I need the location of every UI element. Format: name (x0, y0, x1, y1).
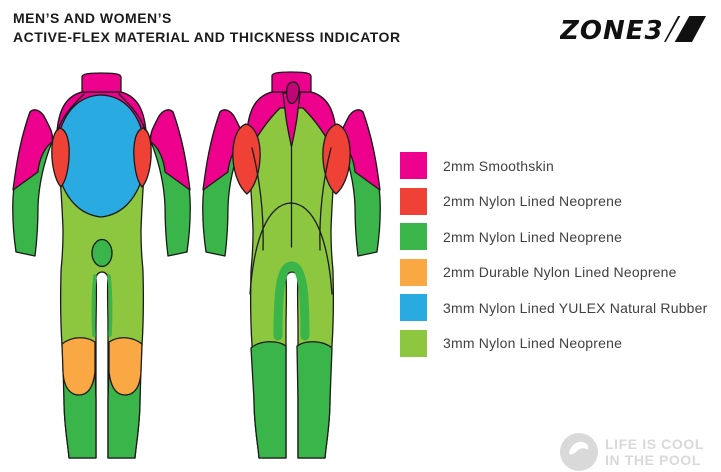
front-collar-panel (82, 73, 121, 92)
legend-swatch-green-neoprene (400, 223, 427, 250)
back-left-side-seam (252, 148, 263, 250)
back-left-shoulderblade-panel (233, 124, 260, 194)
legend-label: 3mm Nylon Lined Neoprene (443, 335, 623, 351)
legend-item: 2mm Durable Nylon Lined Neoprene (400, 258, 708, 286)
title-line-1: MEN’S AND WOMEN’S (13, 10, 172, 26)
front-left-raglan-seam (58, 94, 84, 130)
front-crotch-panel (92, 240, 112, 267)
front-right-innerthigh-trim (109, 276, 111, 335)
back-right-side-seam (320, 148, 331, 250)
legend-item: 3mm Nylon Lined YULEX Natural Rubber (400, 294, 708, 321)
front-chest-panel (57, 95, 145, 217)
wetsuit-front-diagram (10, 70, 194, 466)
legend-item: 3mm Nylon Lined Neoprene (400, 329, 708, 357)
pool-badge-icon (560, 433, 598, 471)
back-seat-seam (250, 203, 332, 294)
legend-item: 2mm Nylon Lined Neoprene (400, 187, 708, 215)
zone3-logo-text: ZONE3 (560, 16, 664, 46)
material-legend: 2mm Smoothskin 2mm Nylon Lined Neoprene … (400, 152, 708, 365)
legend-swatch-yulex (400, 294, 427, 321)
title-line-2: ACTIVE-FLEX MATERIAL AND THICKNESS INDIC… (13, 29, 401, 45)
legend-item: 2mm Smoothskin (400, 152, 708, 179)
footer-line-2: IN THE POOL (605, 452, 702, 468)
back-right-shoulderblade-panel (323, 124, 350, 194)
legend-swatch-red-neoprene (400, 187, 427, 215)
wetsuit-back-diagram (196, 70, 386, 466)
front-right-underarm-panel (134, 128, 151, 187)
zone3-logo: ZONE3 (560, 13, 706, 46)
front-right-raglan-seam (119, 94, 145, 130)
page-title: MEN’S AND WOMEN’S ACTIVE-FLEX MATERIAL A… (13, 9, 401, 47)
legend-label: 2mm Nylon Lined Neoprene (443, 228, 623, 245)
back-zipper-v-panel (283, 93, 300, 147)
front-right-knee-panel (109, 338, 142, 395)
back-zip-pull-icon (287, 82, 300, 103)
legend-swatch-3mm-neoprene (400, 329, 427, 357)
legend-label: 3mm Nylon Lined YULEX Natural Rubber (443, 299, 708, 316)
legend-swatch-smoothskin (400, 152, 427, 179)
zone3-logo-text-group: ZONE3 (560, 16, 664, 46)
legend-label: 2mm Smoothskin (443, 157, 554, 174)
wave-icon (569, 441, 589, 455)
legend-swatch-durable-neoprene (400, 258, 427, 286)
front-left-underarm-panel (52, 128, 69, 187)
back-crotch-trim (278, 266, 305, 336)
legend-label: 2mm Nylon Lined Neoprene (443, 193, 623, 209)
front-left-knee-panel (62, 338, 95, 395)
legend-label: 2mm Durable Nylon Lined Neoprene (443, 264, 677, 280)
front-left-innerthigh-trim (93, 276, 95, 335)
footer-tagline: LIFE IS COOL IN THE POOL (560, 433, 704, 471)
legend-item: 2mm Nylon Lined Neoprene (400, 223, 708, 250)
back-left-calf-panel (251, 342, 286, 458)
zone3-logo-mark-icon (664, 13, 706, 45)
footer-line-1: LIFE IS COOL (605, 436, 704, 452)
back-right-calf-panel (297, 342, 332, 458)
